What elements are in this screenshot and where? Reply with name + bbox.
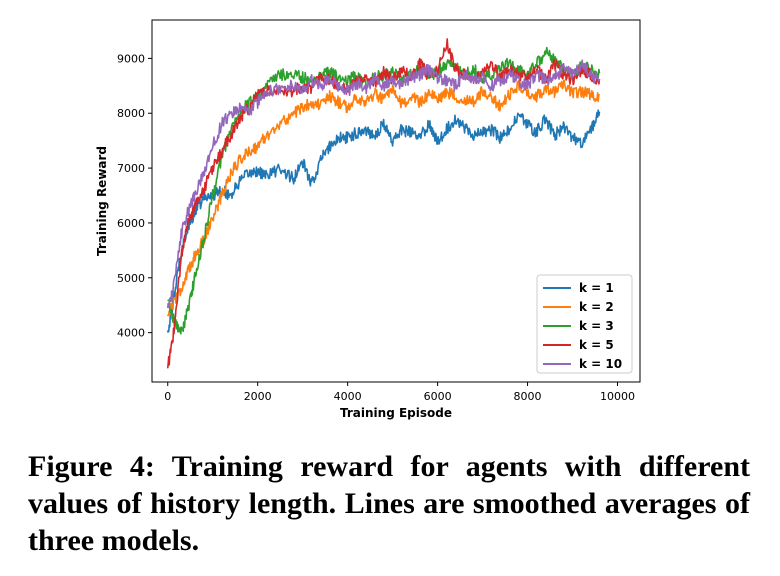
y-tick-label: 8000 (117, 107, 145, 120)
y-tick-label: 4000 (117, 327, 145, 340)
x-tick-label: 8000 (514, 390, 542, 403)
y-axis-label: Training Reward (95, 146, 109, 256)
x-axis: 0 2000 4000 6000 8000 10000 (164, 382, 635, 403)
x-tick-label: 2000 (244, 390, 272, 403)
series-line-5 (166, 59, 601, 309)
chart: 0 2000 4000 6000 8000 10000 4000 5000 6000 7000 8… (95, 19, 641, 420)
series-layer (166, 38, 601, 369)
x-tick-label: 0 (164, 390, 171, 403)
x-tick-label: 4000 (334, 390, 362, 403)
legend-label: k = 3 (579, 319, 614, 333)
y-tick-label: 5000 (117, 272, 145, 285)
legend: k = 1 k = 2 k = 3 k = 5 k = 10 (536, 274, 633, 374)
plot-frame (151, 19, 641, 383)
x-axis-label: Training Episode (340, 406, 452, 420)
legend-label: k = 2 (579, 300, 614, 314)
x-tick-label: 6000 (424, 390, 452, 403)
y-tick-label: 9000 (117, 52, 145, 65)
x-tick-label: 10000 (600, 390, 635, 403)
legend-box (536, 274, 633, 374)
figure-caption: Figure 4: Training reward for agents wit… (28, 450, 750, 557)
series-line-2 (166, 79, 601, 317)
legend-label: k = 10 (579, 357, 622, 371)
legend-label: k = 1 (579, 281, 614, 295)
y-axis: 4000 5000 6000 7000 8000 9000 (117, 52, 152, 340)
legend-label: k = 5 (579, 338, 614, 352)
y-tick-label: 7000 (117, 162, 145, 175)
y-tick-label: 6000 (117, 217, 145, 230)
series-line-1 (166, 109, 601, 333)
